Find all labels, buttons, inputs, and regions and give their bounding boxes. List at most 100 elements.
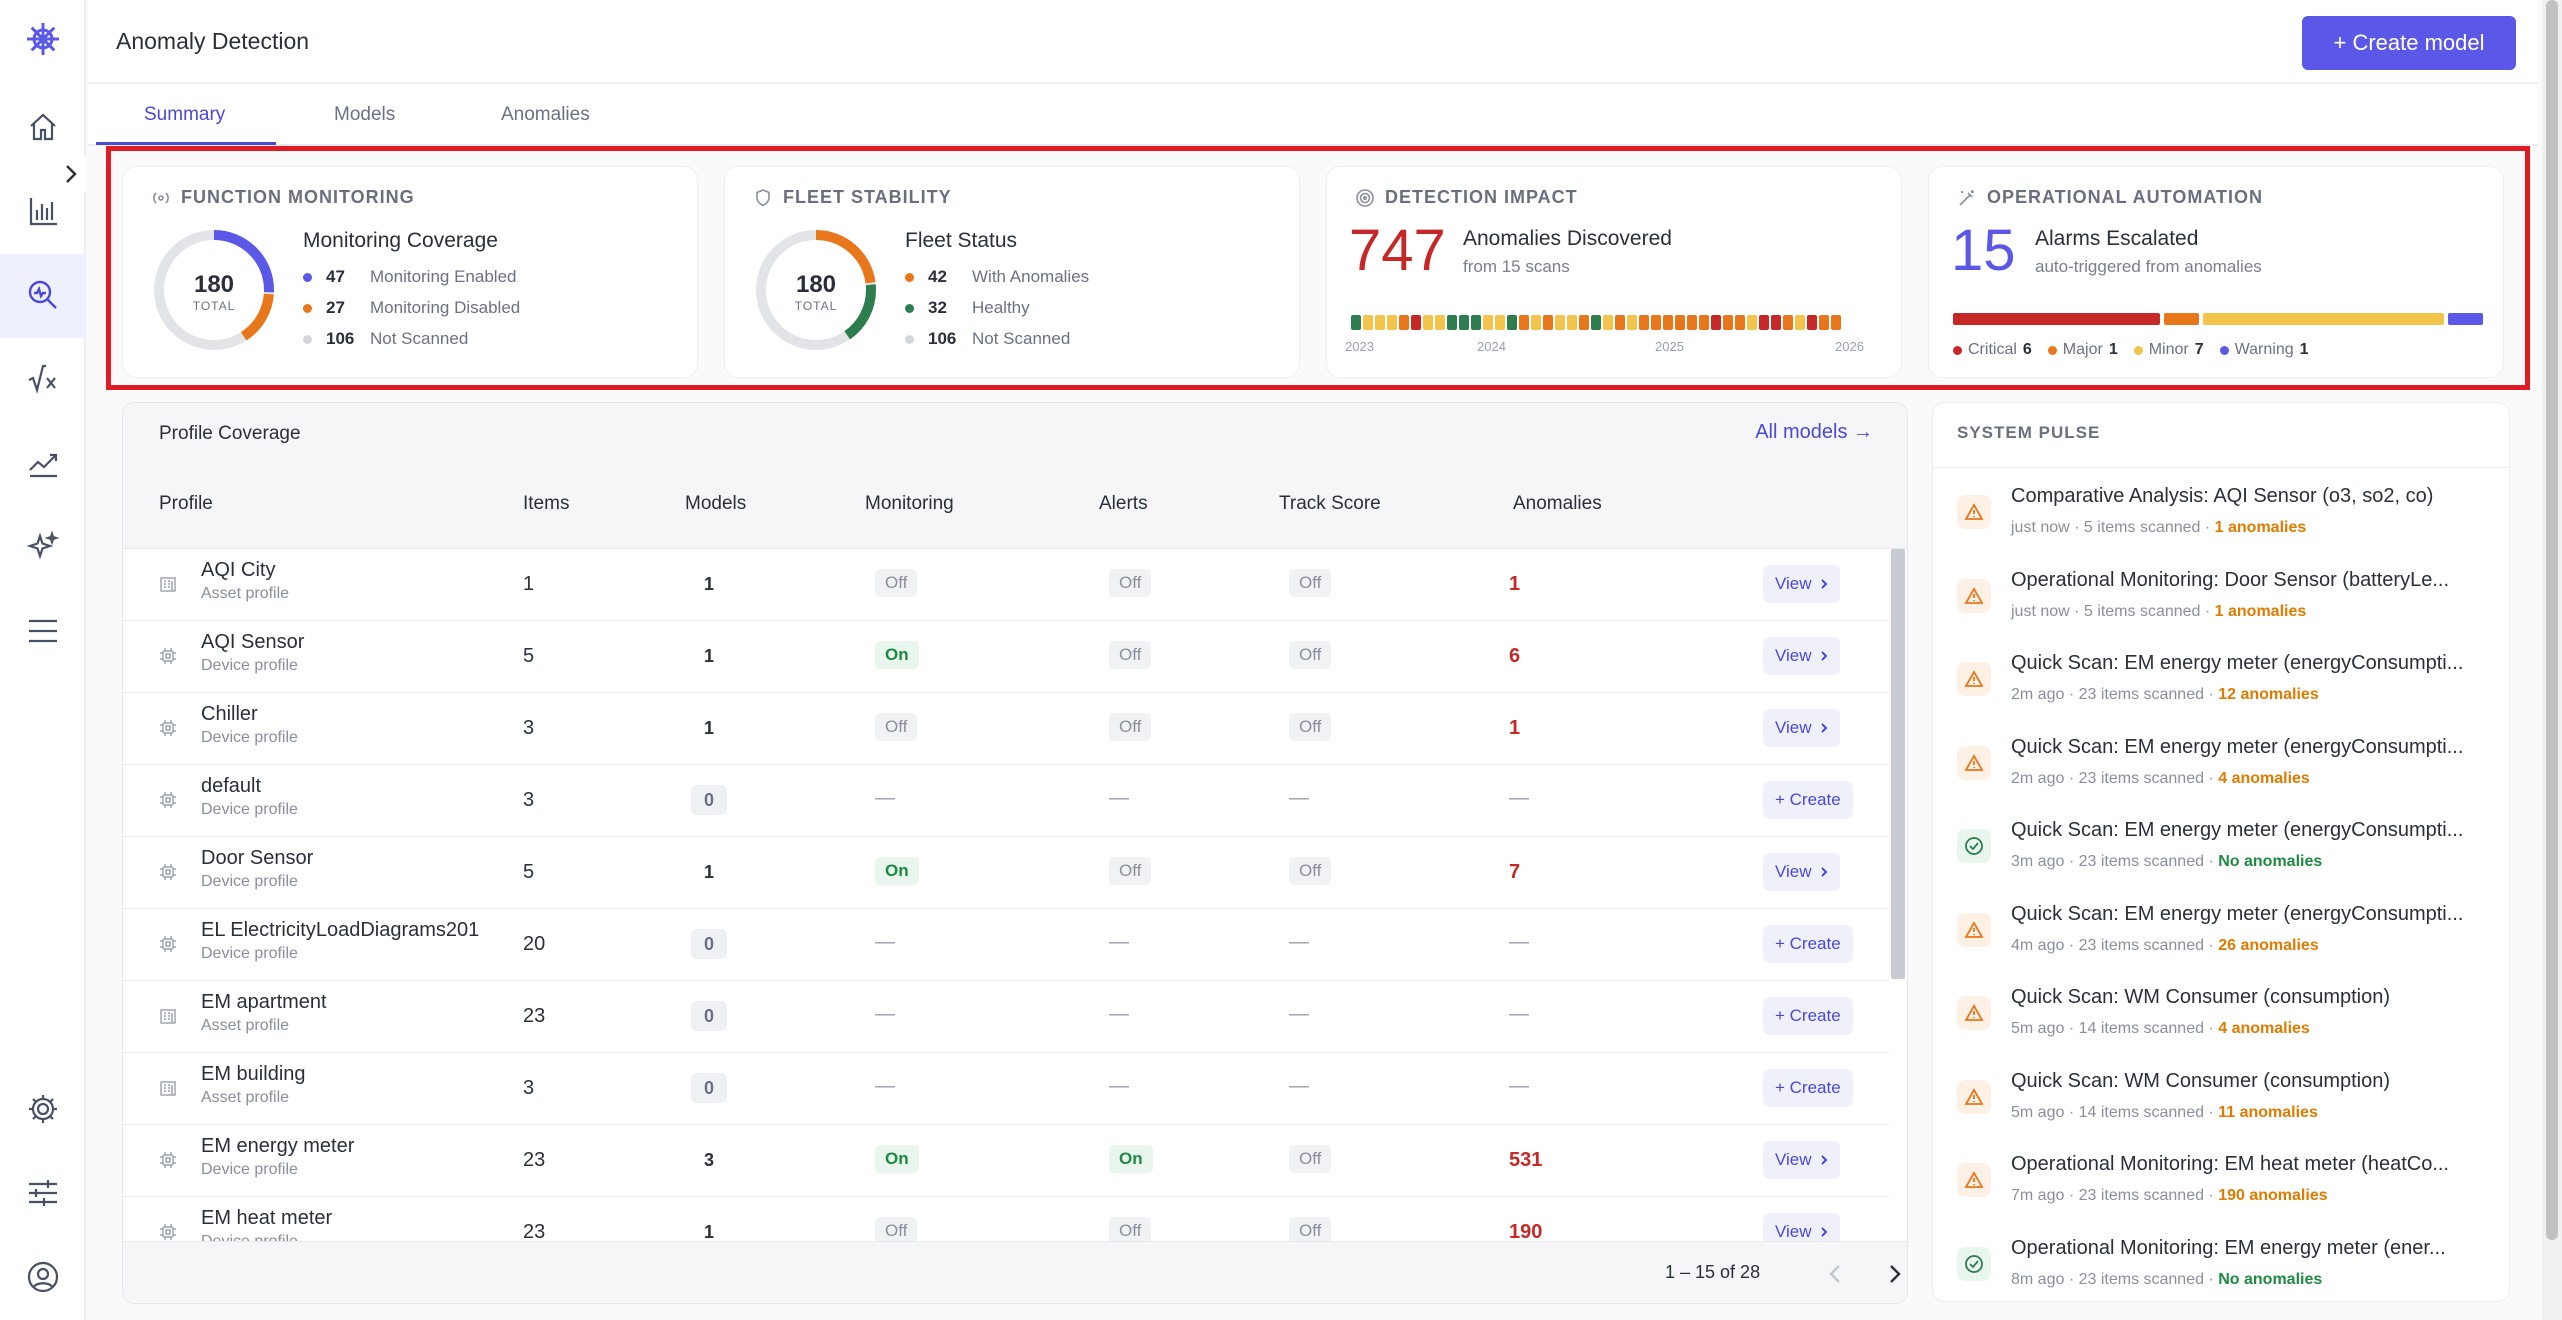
monitoring-coverage-donut	[154, 230, 274, 350]
detection-impact-title: DETECTION IMPACT	[1385, 187, 1578, 207]
check-circle-icon	[1965, 837, 1983, 855]
monitoring-status: —	[875, 1003, 895, 1025]
timeline-cell	[1507, 315, 1517, 330]
bar-chart-icon[interactable]	[22, 190, 64, 232]
pulse-item[interactable]: Quick Scan: EM energy meter (energyConsu…	[1933, 722, 2509, 806]
table-row[interactable]: AQI City Asset profile 1 1 Off Off Off 1 View	[123, 549, 1889, 621]
pulse-item[interactable]: Quick Scan: EM energy meter (energyConsu…	[1933, 638, 2509, 722]
anomaly-search-icon[interactable]	[22, 274, 64, 316]
alarm-severity-bar	[1953, 313, 2483, 325]
profile-name: EL ElectricityLoadDiagrams201	[201, 919, 480, 941]
view-profile-button[interactable]: View	[1763, 637, 1840, 675]
view-profile-button[interactable]: View	[1763, 565, 1840, 603]
user-account-icon[interactable]	[22, 1256, 64, 1298]
create-model-row-button[interactable]: + Create	[1763, 1069, 1853, 1107]
pulse-item-title: Operational Monitoring: EM heat meter (h…	[2011, 1153, 2449, 1175]
pulse-item[interactable]: Quick Scan: WM Consumer (consumption) 5m …	[1933, 972, 2509, 1056]
next-page-icon[interactable]	[1883, 1260, 1907, 1288]
tab-anomalies[interactable]: Anomalies	[501, 104, 590, 125]
alerts-status: Off	[1109, 569, 1152, 597]
operational-automation-heading: OPERATIONAL AUTOMATION	[1957, 187, 2263, 208]
pulse-item[interactable]: Comparative Analysis: AQI Sensor (o3, so…	[1933, 471, 2509, 555]
pulse-scanned: 23 items scanned	[2078, 769, 2204, 787]
legend-item: 106 Not Scanned	[303, 329, 468, 349]
operational-automation-title: OPERATIONAL AUTOMATION	[1987, 187, 2263, 207]
monitoring-status: —	[875, 1075, 895, 1097]
alerts-status: Off	[1109, 713, 1152, 741]
table-row[interactable]: Chiller Device profile 3 1 Off Off Off 1 View	[123, 693, 1889, 765]
timeline-cell	[1591, 315, 1601, 330]
sliders-icon[interactable]	[22, 1172, 64, 1214]
expand-sidebar-button[interactable]	[56, 156, 86, 192]
fleet-status-donut	[756, 230, 876, 350]
app-logo[interactable]	[24, 20, 62, 58]
page-scrollbar-thumb[interactable]	[2546, 0, 2558, 1240]
create-model-button[interactable]: + Create model	[2302, 16, 2516, 70]
action-label: View	[1775, 718, 1812, 737]
page-scrollbar[interactable]	[2542, 0, 2562, 1320]
monitoring-status: —	[875, 787, 895, 809]
page-header: Anomaly Detection + Create model	[88, 0, 2538, 84]
models-count: 1	[703, 1221, 714, 1242]
pulse-time: 4m ago	[2011, 936, 2065, 954]
column-header-monitoring[interactable]: Monitoring	[865, 493, 954, 514]
warning-icon	[1964, 1004, 1984, 1021]
column-header-items[interactable]: Items	[523, 493, 570, 514]
previous-page-icon[interactable]	[1823, 1260, 1847, 1288]
alerts-status: —	[1109, 787, 1129, 809]
table-row[interactable]: default Device profile 3 0 — — — — + Create	[123, 765, 1889, 837]
building-icon	[159, 1007, 177, 1025]
profile-name: EM heat meter	[201, 1207, 333, 1229]
all-models-link[interactable]: All models →	[1755, 421, 1873, 443]
trend-chart-icon[interactable]	[22, 442, 64, 484]
table-scrollbar[interactable]	[1891, 549, 1905, 979]
tab-models[interactable]: Models	[334, 104, 396, 125]
table-row[interactable]: Door Sensor Device profile 5 1 On Off Off 7 View	[123, 837, 1889, 909]
formula-icon[interactable]	[22, 358, 64, 400]
year-label: 2026	[1835, 339, 1864, 354]
pulse-item[interactable]: Operational Monitoring: EM energy meter …	[1933, 1223, 2509, 1302]
status-badge	[1957, 912, 1991, 947]
column-header-models[interactable]: Models	[685, 493, 747, 514]
gear-icon[interactable]	[22, 1088, 64, 1130]
year-label: 2024	[1477, 339, 1506, 354]
sparkles-icon[interactable]	[22, 526, 64, 568]
view-profile-button[interactable]: View	[1763, 1141, 1840, 1179]
pulse-item[interactable]: Operational Monitoring: Door Sensor (bat…	[1933, 555, 2509, 639]
profile-type: Asset profile	[201, 1017, 290, 1034]
models-count: 1	[703, 645, 714, 666]
menu-icon[interactable]	[22, 610, 64, 652]
track-score-status: Off	[1289, 641, 1332, 669]
track-score-status: Off	[1289, 857, 1332, 885]
column-header-profile[interactable]: Profile	[159, 493, 213, 514]
timeline-cell	[1375, 315, 1385, 330]
tab-summary[interactable]: Summary	[144, 104, 226, 125]
create-model-row-button[interactable]: + Create	[1763, 925, 1853, 963]
column-header-alerts[interactable]: Alerts	[1099, 493, 1148, 514]
pulse-item[interactable]: Operational Monitoring: EM heat meter (h…	[1933, 1139, 2509, 1223]
table-row[interactable]: EL ElectricityLoadDiagrams201 Device prof…	[123, 909, 1889, 981]
fleet-stability-card: FLEET STABILITY 180 TOTAL Fleet Status 4…	[724, 166, 1300, 378]
home-icon[interactable]	[22, 106, 64, 148]
operational-automation-card: OPERATIONAL AUTOMATION 15 Alarms Escalat…	[1928, 166, 2504, 378]
timeline-cell	[1759, 315, 1769, 330]
create-model-row-button[interactable]: + Create	[1763, 997, 1853, 1035]
system-pulse-title: SYSTEM PULSE	[1957, 423, 2101, 442]
view-profile-button[interactable]: View	[1763, 853, 1840, 891]
table-row[interactable]: EM building Asset profile 3 0 — — — — + Create	[123, 1053, 1889, 1125]
table-row[interactable]: EM apartment Asset profile 23 0 — — — — + Create	[123, 981, 1889, 1053]
models-count: 1	[703, 717, 714, 738]
table-row[interactable]: AQI Sensor Device profile 5 1 On Off Off 6 View	[123, 621, 1889, 693]
column-header-anomalies[interactable]: Anomalies	[1513, 493, 1602, 514]
chip-icon	[159, 1151, 177, 1169]
view-profile-button[interactable]: View	[1763, 709, 1840, 747]
action-label: + Create	[1775, 934, 1841, 953]
alarm-legend: Critical 6 Major 1 Minor 7 Warning 1	[1953, 341, 2309, 359]
pulse-item[interactable]: Quick Scan: WM Consumer (consumption) 5m …	[1933, 1056, 2509, 1140]
create-model-row-button[interactable]: + Create	[1763, 781, 1853, 819]
column-header-track-score[interactable]: Track Score	[1279, 493, 1381, 514]
table-row[interactable]: EM energy meter Device profile 23 3 On On Off 5…	[123, 1125, 1889, 1197]
pulse-item[interactable]: Quick Scan: EM energy meter (energyConsu…	[1933, 805, 2509, 889]
pulse-item[interactable]: Quick Scan: EM energy meter (energyConsu…	[1933, 889, 2509, 973]
